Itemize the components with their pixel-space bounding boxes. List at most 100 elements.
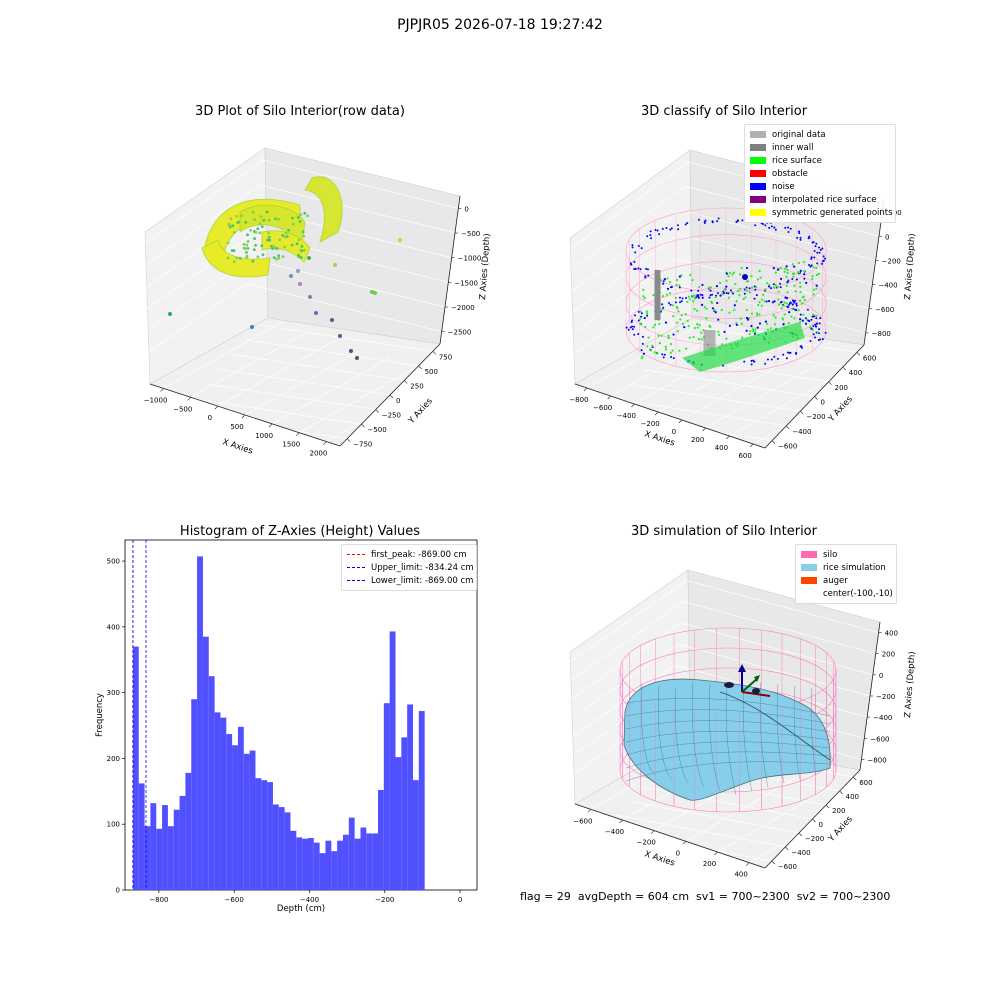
- classify-3d-axes: −800−600−400−2000200400600−600−400−20002…: [551, 149, 918, 460]
- raw-xtick: 1500: [282, 441, 300, 449]
- classify-ytick: 400: [849, 369, 862, 377]
- histogram-ytick: 0: [116, 887, 120, 895]
- classify-xtick: −800: [569, 396, 588, 404]
- figure-suptitle: PJPJR05 2026-07-18 19:27:42: [397, 17, 603, 33]
- histogram-bar: [278, 807, 285, 890]
- legend-label: rice surface: [772, 155, 822, 166]
- histogram-bar: [173, 809, 180, 890]
- legend-label: rice simulation: [823, 562, 886, 573]
- histogram-bar: [296, 837, 303, 890]
- histogram-bar: [290, 830, 297, 890]
- histogram-bar: [185, 772, 192, 890]
- sim-ztick: −600: [870, 735, 889, 743]
- raw-plot-title: 3D Plot of Silo Interior(row data): [195, 104, 405, 119]
- histogram-title: Histogram of Z-Axies (Height) Values: [179, 524, 421, 539]
- histogram-ytick: 400: [107, 623, 120, 631]
- sim-ytick: 0: [819, 821, 823, 829]
- histogram-ytick: 300: [107, 689, 120, 697]
- classify-ztick: −200: [882, 257, 901, 265]
- raw-ytick: 0: [396, 397, 400, 405]
- sim-ztick: −800: [867, 756, 886, 764]
- raw-ytick: −500: [367, 426, 386, 434]
- histogram-ytick: 100: [107, 821, 120, 829]
- histogram-bar: [249, 750, 256, 890]
- raw-ztick: −1500: [454, 279, 478, 287]
- legend-swatch: [750, 170, 766, 177]
- legend-label: Upper_limit: -834.24 cm: [371, 562, 474, 573]
- histogram-bar: [191, 699, 198, 890]
- raw-ztick: −1000: [458, 255, 482, 263]
- legend-swatch: [801, 564, 817, 571]
- histogram-xlabel: Depth (cm): [277, 904, 325, 914]
- legend-label: inner wall: [772, 142, 814, 153]
- classify-plot-title: 3D classify of Silo Interior: [640, 104, 808, 119]
- classify-ytick: −600: [778, 443, 797, 451]
- legend-item: first_peak: -869.00 cm: [347, 548, 471, 561]
- histogram-bar: [342, 834, 349, 890]
- raw-ytick: 500: [425, 368, 438, 376]
- histogram-xtick: 0: [458, 896, 462, 904]
- histogram-bar: [354, 838, 361, 890]
- sim-xlabel: X Axies: [643, 849, 676, 868]
- raw-xtick: −500: [173, 405, 192, 413]
- raw-ztick: −2500: [448, 329, 472, 337]
- classify-xtick: −400: [617, 412, 636, 420]
- legend-label: interpolated rice surface: [772, 194, 877, 205]
- sim-xtick: 200: [703, 860, 716, 868]
- sim-zlabel: Z Axies (Depth): [903, 651, 918, 718]
- histogram-bar: [167, 826, 174, 890]
- histogram-bar: [255, 778, 262, 890]
- raw-zlabel: Z Axies (Depth): [478, 233, 493, 300]
- classify-ytick: 0: [821, 399, 825, 407]
- raw-ytick: 250: [410, 382, 423, 390]
- sim-xtick: −600: [573, 817, 592, 825]
- legend-label: symmetric generated points: [772, 207, 893, 218]
- classify-legend: original data inner wall rice surface obsta…: [744, 124, 896, 223]
- histogram-bar: [389, 631, 396, 890]
- histogram-xtick: −200: [375, 896, 394, 904]
- classify-ztick: −400: [878, 282, 897, 290]
- raw-xtick: −1000: [144, 396, 168, 404]
- histogram-bar: [261, 780, 268, 890]
- classify-ztick: −800: [872, 330, 891, 338]
- sim-3d-axes: −600−400−2000200400−600−400−200020040060…: [551, 569, 918, 879]
- classify-ylabel: Y Axies: [826, 394, 855, 425]
- histogram-bar: [179, 795, 186, 890]
- raw-ztick: −2000: [451, 304, 475, 312]
- legend-swatch: [750, 183, 766, 190]
- raw-ztick: −500: [461, 230, 480, 238]
- histogram-legend: first_peak: -869.00 cm Upper_limit: -834.…: [341, 544, 477, 591]
- classify-ytick: 600: [863, 354, 876, 362]
- histogram-bar: [237, 726, 244, 890]
- sim-ylabel: Y Axies: [826, 814, 855, 845]
- histogram-axes: −800 −600 −400 −200 0 0 100 200 300 400 500 Depth …: [95, 539, 478, 914]
- histogram-ytick: 500: [107, 558, 120, 566]
- legend-swatch: [347, 554, 365, 555]
- legend-label: original data: [772, 129, 826, 140]
- histogram-ylabel: Frequency: [95, 693, 105, 737]
- histogram-bar: [418, 711, 425, 890]
- classify-ytick: −200: [806, 413, 825, 421]
- histogram-bar: [232, 745, 238, 890]
- raw-xtick: 2000: [310, 450, 328, 458]
- histogram-bar: [208, 676, 215, 890]
- legend-swatch: [750, 157, 766, 164]
- histogram-bar: [366, 833, 373, 890]
- histogram-bar: [325, 840, 332, 890]
- classify-xtick: −600: [593, 404, 612, 412]
- legend-item: center(-100,-10): [801, 587, 893, 600]
- sim-ztick: −400: [873, 714, 892, 722]
- sim-ytick: −400: [791, 849, 810, 857]
- raw-xlabel: X Axies: [221, 437, 254, 456]
- raw-xtick: 0: [208, 414, 212, 422]
- legend-label: auger: [823, 575, 848, 586]
- histogram-bar: [337, 840, 343, 890]
- raw-ytick: 750: [439, 353, 452, 361]
- legend-item: rice surface: [750, 154, 890, 167]
- histogram-bar: [413, 780, 419, 890]
- histogram-bar: [401, 737, 408, 890]
- legend-swatch: [801, 551, 817, 558]
- sim-xtick: −200: [637, 839, 656, 847]
- raw-xtick: 500: [230, 423, 243, 431]
- legend-label: obstacle: [772, 168, 808, 179]
